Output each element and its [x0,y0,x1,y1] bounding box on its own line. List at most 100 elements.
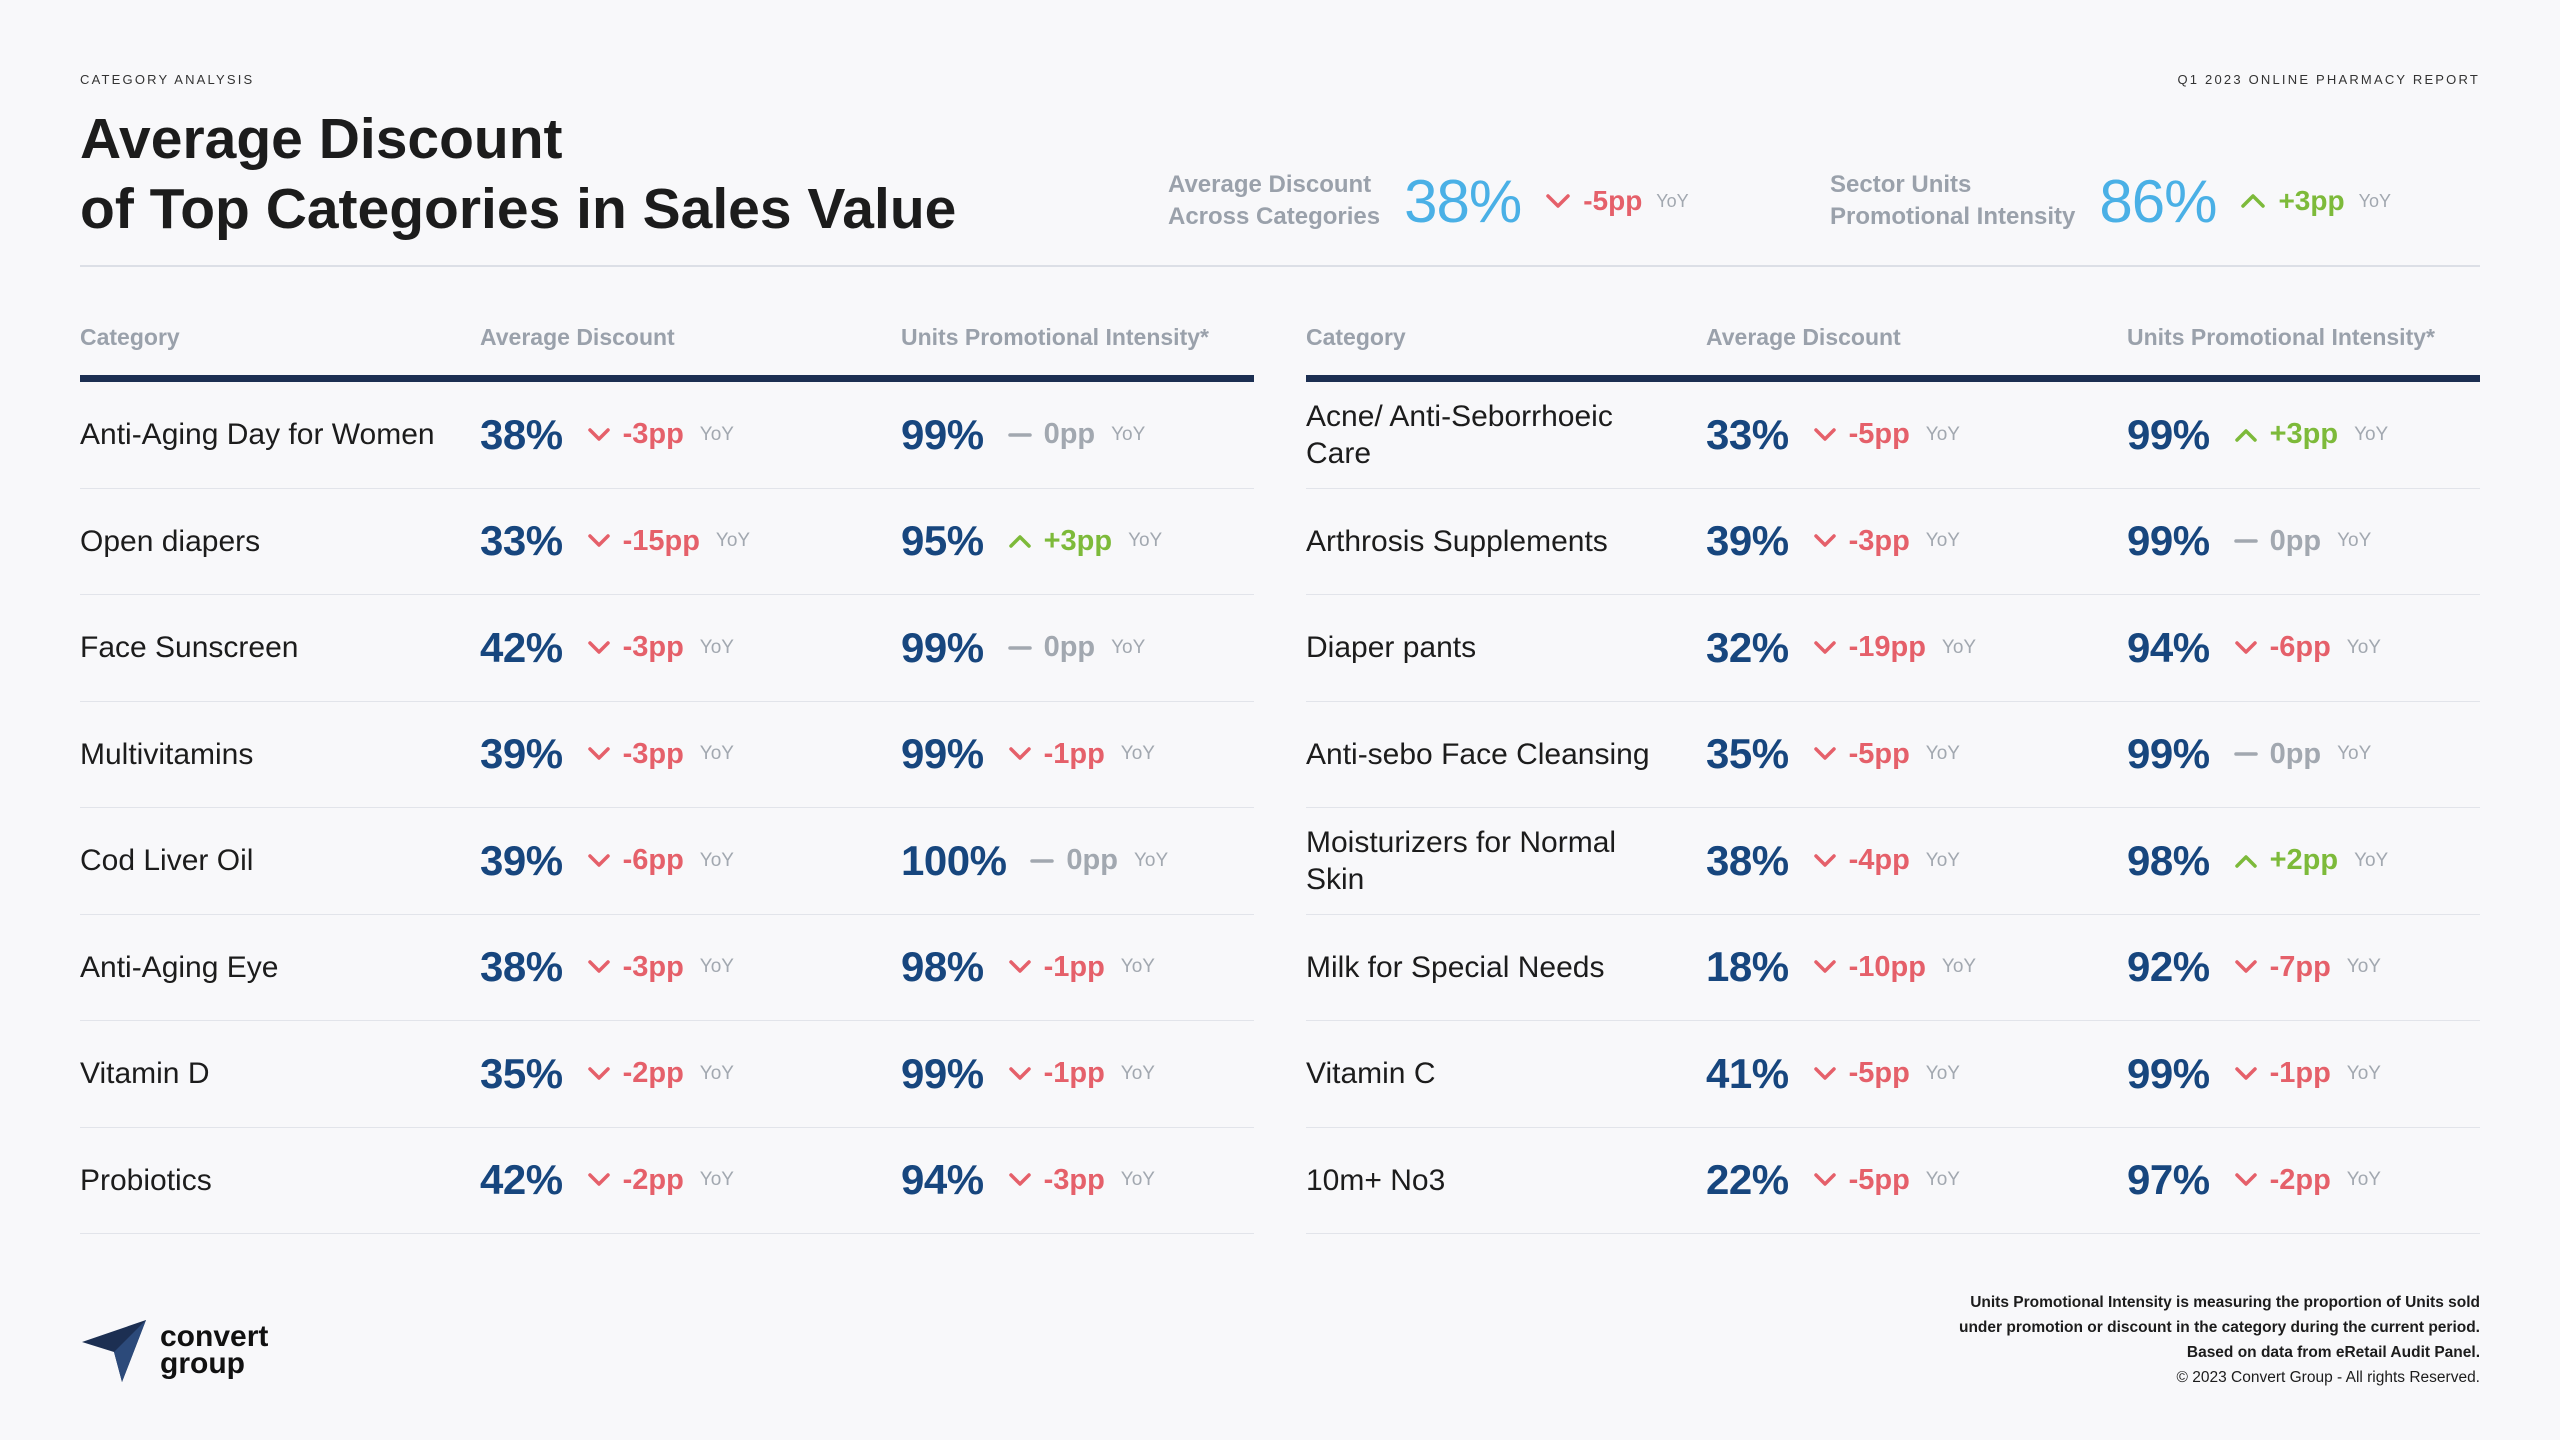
report-name: Q1 2023 ONLINE PHARMACY REPORT [2177,72,2480,87]
discount-change-value: -4pp [1848,844,1910,877]
intensity-change: 0pp [2233,737,2322,771]
intensity-value: 99% [2127,517,2210,565]
discount-value: 38% [1706,836,1789,884]
intensity-cell: 99% 0pp YoY [2127,517,2480,565]
yoy-label: YoY [2354,423,2389,445]
chevron-down-icon [1813,854,1836,867]
dash-icon [1007,433,1032,437]
discount-change-value: -2pp [622,1057,684,1090]
discount-change-value: -5pp [1848,1057,1910,1090]
chevron-down-icon [2234,641,2257,654]
intensity-change-value: -1pp [1043,737,1105,770]
intensity-value: 98% [2127,836,2210,884]
logo-text-line-1: convert [160,1320,269,1353]
discount-change-value: -3pp [622,737,684,770]
discount-cell: 32% -19pp YoY [1706,624,2127,672]
discount-cell: 33% -5pp YoY [1706,411,2127,459]
discount-value: 33% [480,517,563,565]
intensity-cell: 98% +2pp YoY [2127,837,2480,885]
intensity-change-value: 0pp [2269,737,2322,770]
table-row: Anti-Aging Eye 38% -3pp YoY 98% -1pp YoY [80,915,1254,1021]
intensity-value: 99% [2127,1049,2210,1097]
discount-change-value: -3pp [622,631,684,664]
dash-icon [2233,752,2258,756]
intensity-change-value: -7pp [2269,950,2331,983]
chevron-down-icon [587,854,610,867]
discount-value: 18% [1706,943,1789,991]
table-row: Face Sunscreen 42% -3pp YoY 99% 0pp YoY [80,595,1254,702]
category-name: Milk for Special Needs [1306,950,1605,984]
discount-value: 35% [1706,730,1789,778]
yoy-label: YoY [2346,636,2381,658]
yoy-label: YoY [1128,530,1163,552]
category-table-left: Category Average Discount Units Promotio… [80,300,1254,1234]
discount-change-value: -3pp [622,418,684,451]
yoy-label: YoY [2337,743,2372,765]
footnote: Units Promotional Intensity is measuring… [1959,1290,2480,1390]
intensity-change: -1pp [1008,951,1105,984]
discount-change: -5pp [1813,1057,1910,1090]
discount-change: -3pp [587,418,684,451]
chevron-up-icon [2234,429,2257,442]
yoy-label: YoY [2346,1169,2381,1191]
discount-value: 38% [480,410,563,458]
intensity-change-value: +3pp [1043,524,1113,557]
discount-value: 42% [480,1156,563,1204]
intensity-cell: 99% 0pp YoY [2127,730,2480,778]
intensity-cell: 100% 0pp YoY [901,837,1254,885]
discount-change: -3pp [587,631,684,664]
discount-value: 39% [480,836,563,884]
chevron-down-icon [587,1067,610,1080]
yoy-label: YoY [1925,849,1960,871]
title-line-2: of Top Categories in Sales Value [80,177,957,241]
yoy-label: YoY [1925,743,1960,765]
discount-value: 32% [1706,623,1789,671]
intensity-change-value: -6pp [2269,631,2331,664]
discount-cell: 39% -3pp YoY [480,730,901,778]
discount-change-value: -3pp [622,950,684,983]
intensity-cell: 99% 0pp YoY [901,624,1254,672]
table-row: Diaper pants 32% -19pp YoY 94% -6pp YoY [1306,595,2480,702]
category-name: Probiotics [80,1163,212,1197]
table-row: Acne/ Anti-Seborrhoeic Care 33% -5pp YoY 99%… [1306,382,2480,489]
discount-cell: 38% -4pp YoY [1706,837,2127,885]
discount-change: -19pp [1813,631,1926,664]
intensity-change: 0pp [1007,418,1095,451]
intensity-change: 0pp [1030,844,1118,877]
chevron-down-icon [1546,194,1570,208]
yoy-label: YoY [1925,1062,1960,1084]
yoy-label: YoY [1111,423,1146,445]
category-table-right: Category Average Discount Units Promotio… [1306,300,2480,1234]
yoy-label: YoY [1925,1169,1960,1191]
intensity-change: +3pp [1008,524,1113,558]
category-name: Arthrosis Supplements [1306,524,1608,558]
chevron-down-icon [2234,1173,2257,1186]
kpi-label-line-2: Across Categories [1168,203,1381,230]
category-name: Anti-sebo Face Cleansing [1306,737,1650,771]
discount-change: -5pp [1813,738,1910,771]
discount-cell: 22% -5pp YoY [1706,1156,2127,1204]
table-row: Vitamin D 35% -2pp YoY 99% -1pp YoY [80,1021,1254,1128]
title-line-1: Average Discount [80,107,563,171]
intensity-value: 99% [901,1049,984,1097]
yoy-label: YoY [1941,956,1977,978]
discount-change-value: -6pp [622,844,684,877]
discount-value: 42% [480,623,563,671]
category-name: Face Sunscreen [80,631,299,665]
chevron-down-icon [587,641,610,654]
intensity-value: 97% [2127,1156,2210,1204]
intensity-value: 92% [2127,943,2210,991]
chevron-down-icon [2234,960,2257,973]
chevron-down-icon [1813,1173,1836,1186]
yoy-label: YoY [699,1062,734,1084]
chevron-down-icon [1813,1067,1836,1080]
copyright: © 2023 Convert Group - All rights Reserv… [2176,1369,2480,1386]
discount-change: -15pp [587,525,700,558]
chevron-down-icon [587,747,610,760]
paper-plane-logo-icon [82,1320,146,1382]
intensity-change: -6pp [2234,631,2331,664]
yoy-label: YoY [1120,956,1155,978]
chevron-down-icon [1813,534,1836,547]
footnote-line-3: Based on data from eRetail Audit Panel. [2186,1344,2480,1361]
discount-change: -5pp [1813,1164,1910,1197]
